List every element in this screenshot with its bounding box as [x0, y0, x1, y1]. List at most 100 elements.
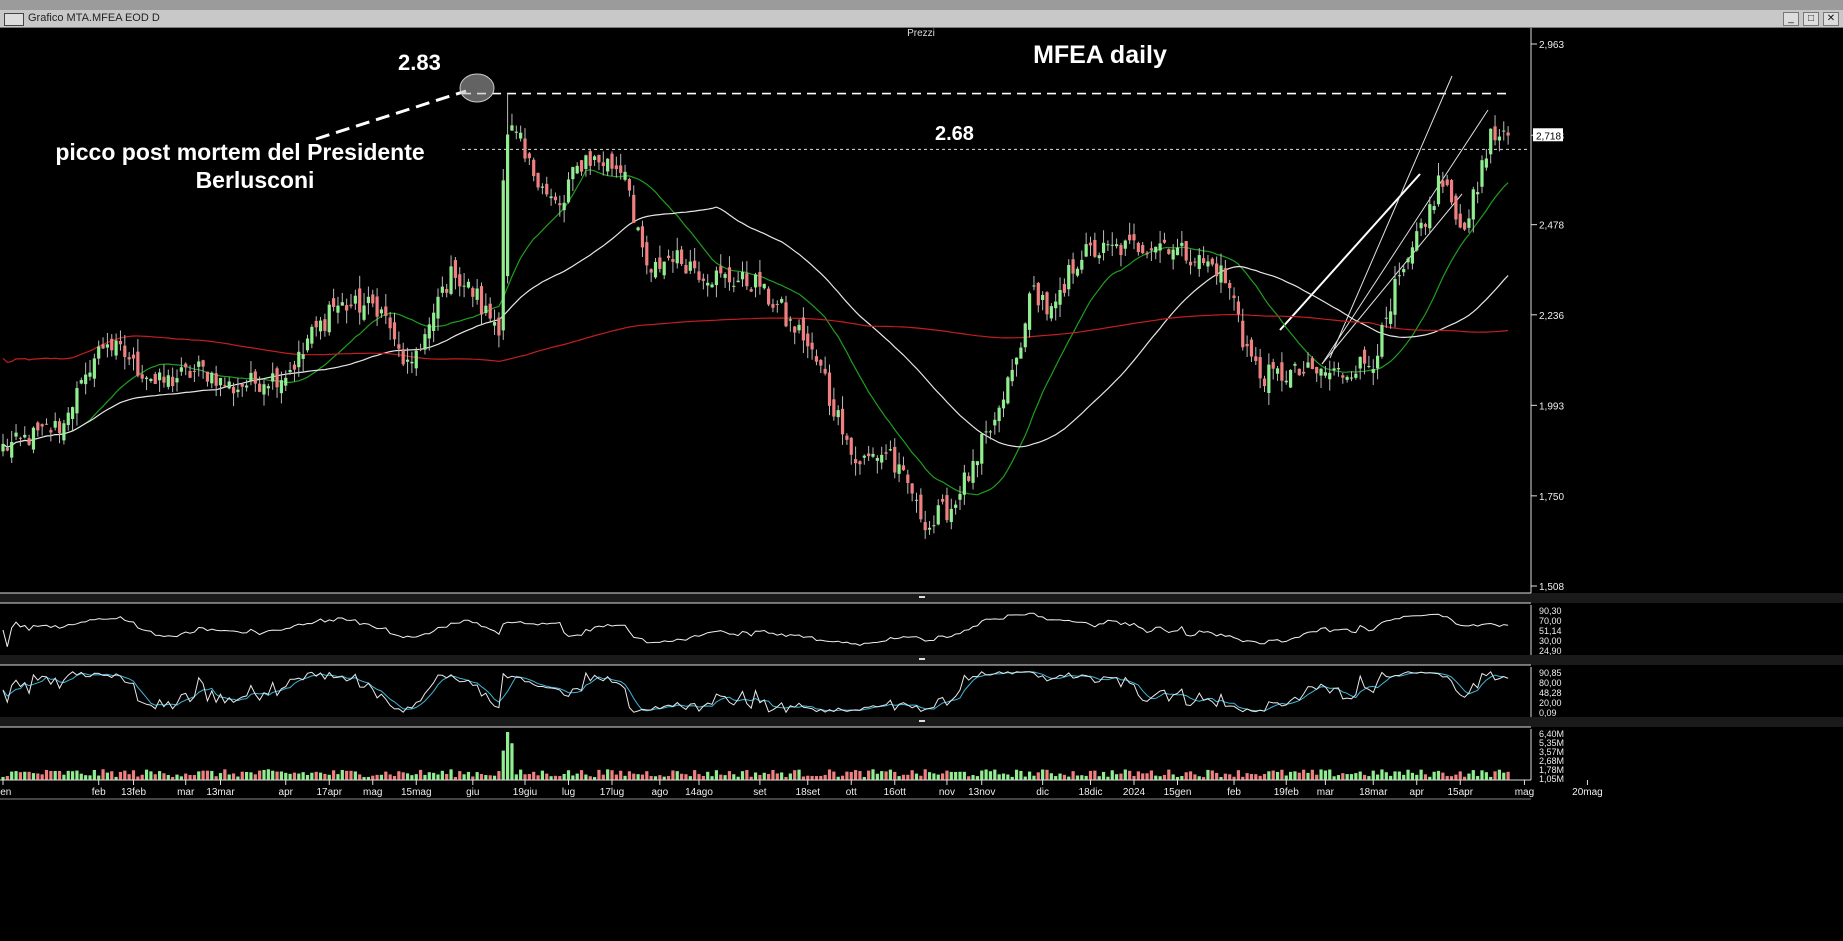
volume-bar: [888, 769, 892, 780]
close-button[interactable]: ✕: [1823, 12, 1839, 26]
volume-bar: [723, 775, 727, 780]
volume-bar: [1254, 774, 1258, 780]
volume-bar: [714, 770, 718, 780]
candle-body: [1493, 126, 1497, 141]
volume-bar: [284, 772, 288, 780]
volume-bar: [10, 771, 14, 780]
candle-body: [88, 372, 92, 377]
candle-body: [862, 455, 866, 458]
volume-bar: [358, 774, 362, 780]
volume-bar: [249, 772, 253, 780]
candle-body: [1389, 311, 1393, 324]
volume-bar: [366, 776, 370, 780]
candle-body: [941, 498, 945, 502]
volume-bar: [318, 772, 323, 780]
candle-body: [501, 180, 505, 331]
candle-body: [579, 160, 584, 172]
volume-bar: [36, 773, 40, 780]
volume-bar: [432, 772, 436, 780]
candle-body: [118, 340, 123, 345]
candle-body: [523, 138, 527, 159]
volume-bar: [941, 773, 945, 780]
candle-body: [1502, 130, 1506, 132]
volume-bar: [1502, 772, 1506, 780]
volume-bar: [684, 774, 688, 780]
volume-bar: [1328, 769, 1332, 780]
volume-bar: [1106, 776, 1110, 780]
candle-body: [1080, 259, 1084, 270]
volume-bar: [105, 772, 109, 780]
volume-bar: [1284, 775, 1288, 780]
candle-body: [497, 317, 501, 336]
volume-bar: [827, 769, 832, 780]
candle-body: [240, 384, 244, 387]
volume-bar: [288, 773, 292, 780]
candle-body: [1023, 323, 1027, 348]
volume-bar: [314, 771, 318, 780]
volume-bar: [466, 771, 471, 780]
candle-body: [214, 373, 218, 386]
maximize-button[interactable]: □: [1803, 12, 1819, 26]
volume-bar: [914, 773, 919, 780]
volume-bar: [745, 770, 749, 780]
candle-body: [458, 274, 462, 287]
candle-body: [606, 158, 610, 172]
volume-bar: [1219, 777, 1223, 780]
candle-body: [466, 281, 471, 288]
candle-body: [205, 371, 210, 382]
volume-bar: [988, 771, 993, 780]
candle-body: [1210, 258, 1214, 265]
volume-bar: [519, 769, 523, 780]
oscillator1-tick-label: 51,14: [1539, 626, 1562, 636]
volume-bar: [901, 774, 906, 780]
volume-bar: [1471, 770, 1475, 780]
volume-bar: [449, 769, 453, 780]
volume-bar: [788, 773, 792, 780]
candle-body: [1158, 243, 1162, 251]
volume-bar: [814, 776, 819, 780]
volume-bar: [175, 774, 179, 780]
volume-bar: [419, 769, 423, 780]
candle-body: [975, 461, 979, 466]
candle-body: [706, 282, 710, 286]
candle-body: [1032, 285, 1036, 287]
volume-bar: [1180, 776, 1184, 780]
volume-bar: [1297, 772, 1301, 780]
candle-body: [619, 165, 623, 173]
chart-area[interactable]: 2.83 2.68 picco post mortem del Presidente…: [0, 28, 1843, 941]
candle-body: [832, 399, 836, 417]
candle-body: [475, 288, 479, 300]
candle-body: [788, 319, 792, 321]
volume-bar: [619, 770, 623, 780]
candle-body: [227, 381, 231, 389]
candle-body: [610, 153, 614, 169]
candle-body: [1228, 283, 1232, 289]
volume-bar: [1175, 776, 1180, 780]
candle-body: [1071, 259, 1075, 274]
volume-bar: [323, 773, 327, 780]
volume-bar: [423, 774, 427, 780]
volume-bar: [819, 775, 823, 780]
volume-bar: [710, 776, 714, 780]
candle-body: [419, 349, 423, 351]
volume-bar: [84, 775, 88, 780]
volume-bar: [1358, 771, 1362, 780]
volume-bar: [1432, 771, 1436, 780]
candle-body: [1036, 282, 1040, 306]
volume-bar: [253, 774, 257, 780]
volume-bar: [523, 774, 527, 780]
volume-bar: [1001, 773, 1006, 780]
volume-bar: [40, 774, 44, 780]
candle-body: [1180, 242, 1184, 246]
x-tick-label: apr: [279, 787, 294, 798]
volume-bar: [371, 775, 375, 780]
candle-body: [971, 461, 975, 483]
candle-body: [1358, 356, 1362, 369]
volume-bar: [1145, 773, 1149, 780]
candle-body: [1001, 399, 1006, 409]
volume-bar: [1206, 769, 1210, 780]
last-price-tag: 2,718: [1536, 131, 1561, 142]
minimize-button[interactable]: _: [1783, 12, 1799, 26]
oscillator2-tick-label: 80,00: [1539, 678, 1562, 688]
candle-body: [136, 351, 140, 376]
